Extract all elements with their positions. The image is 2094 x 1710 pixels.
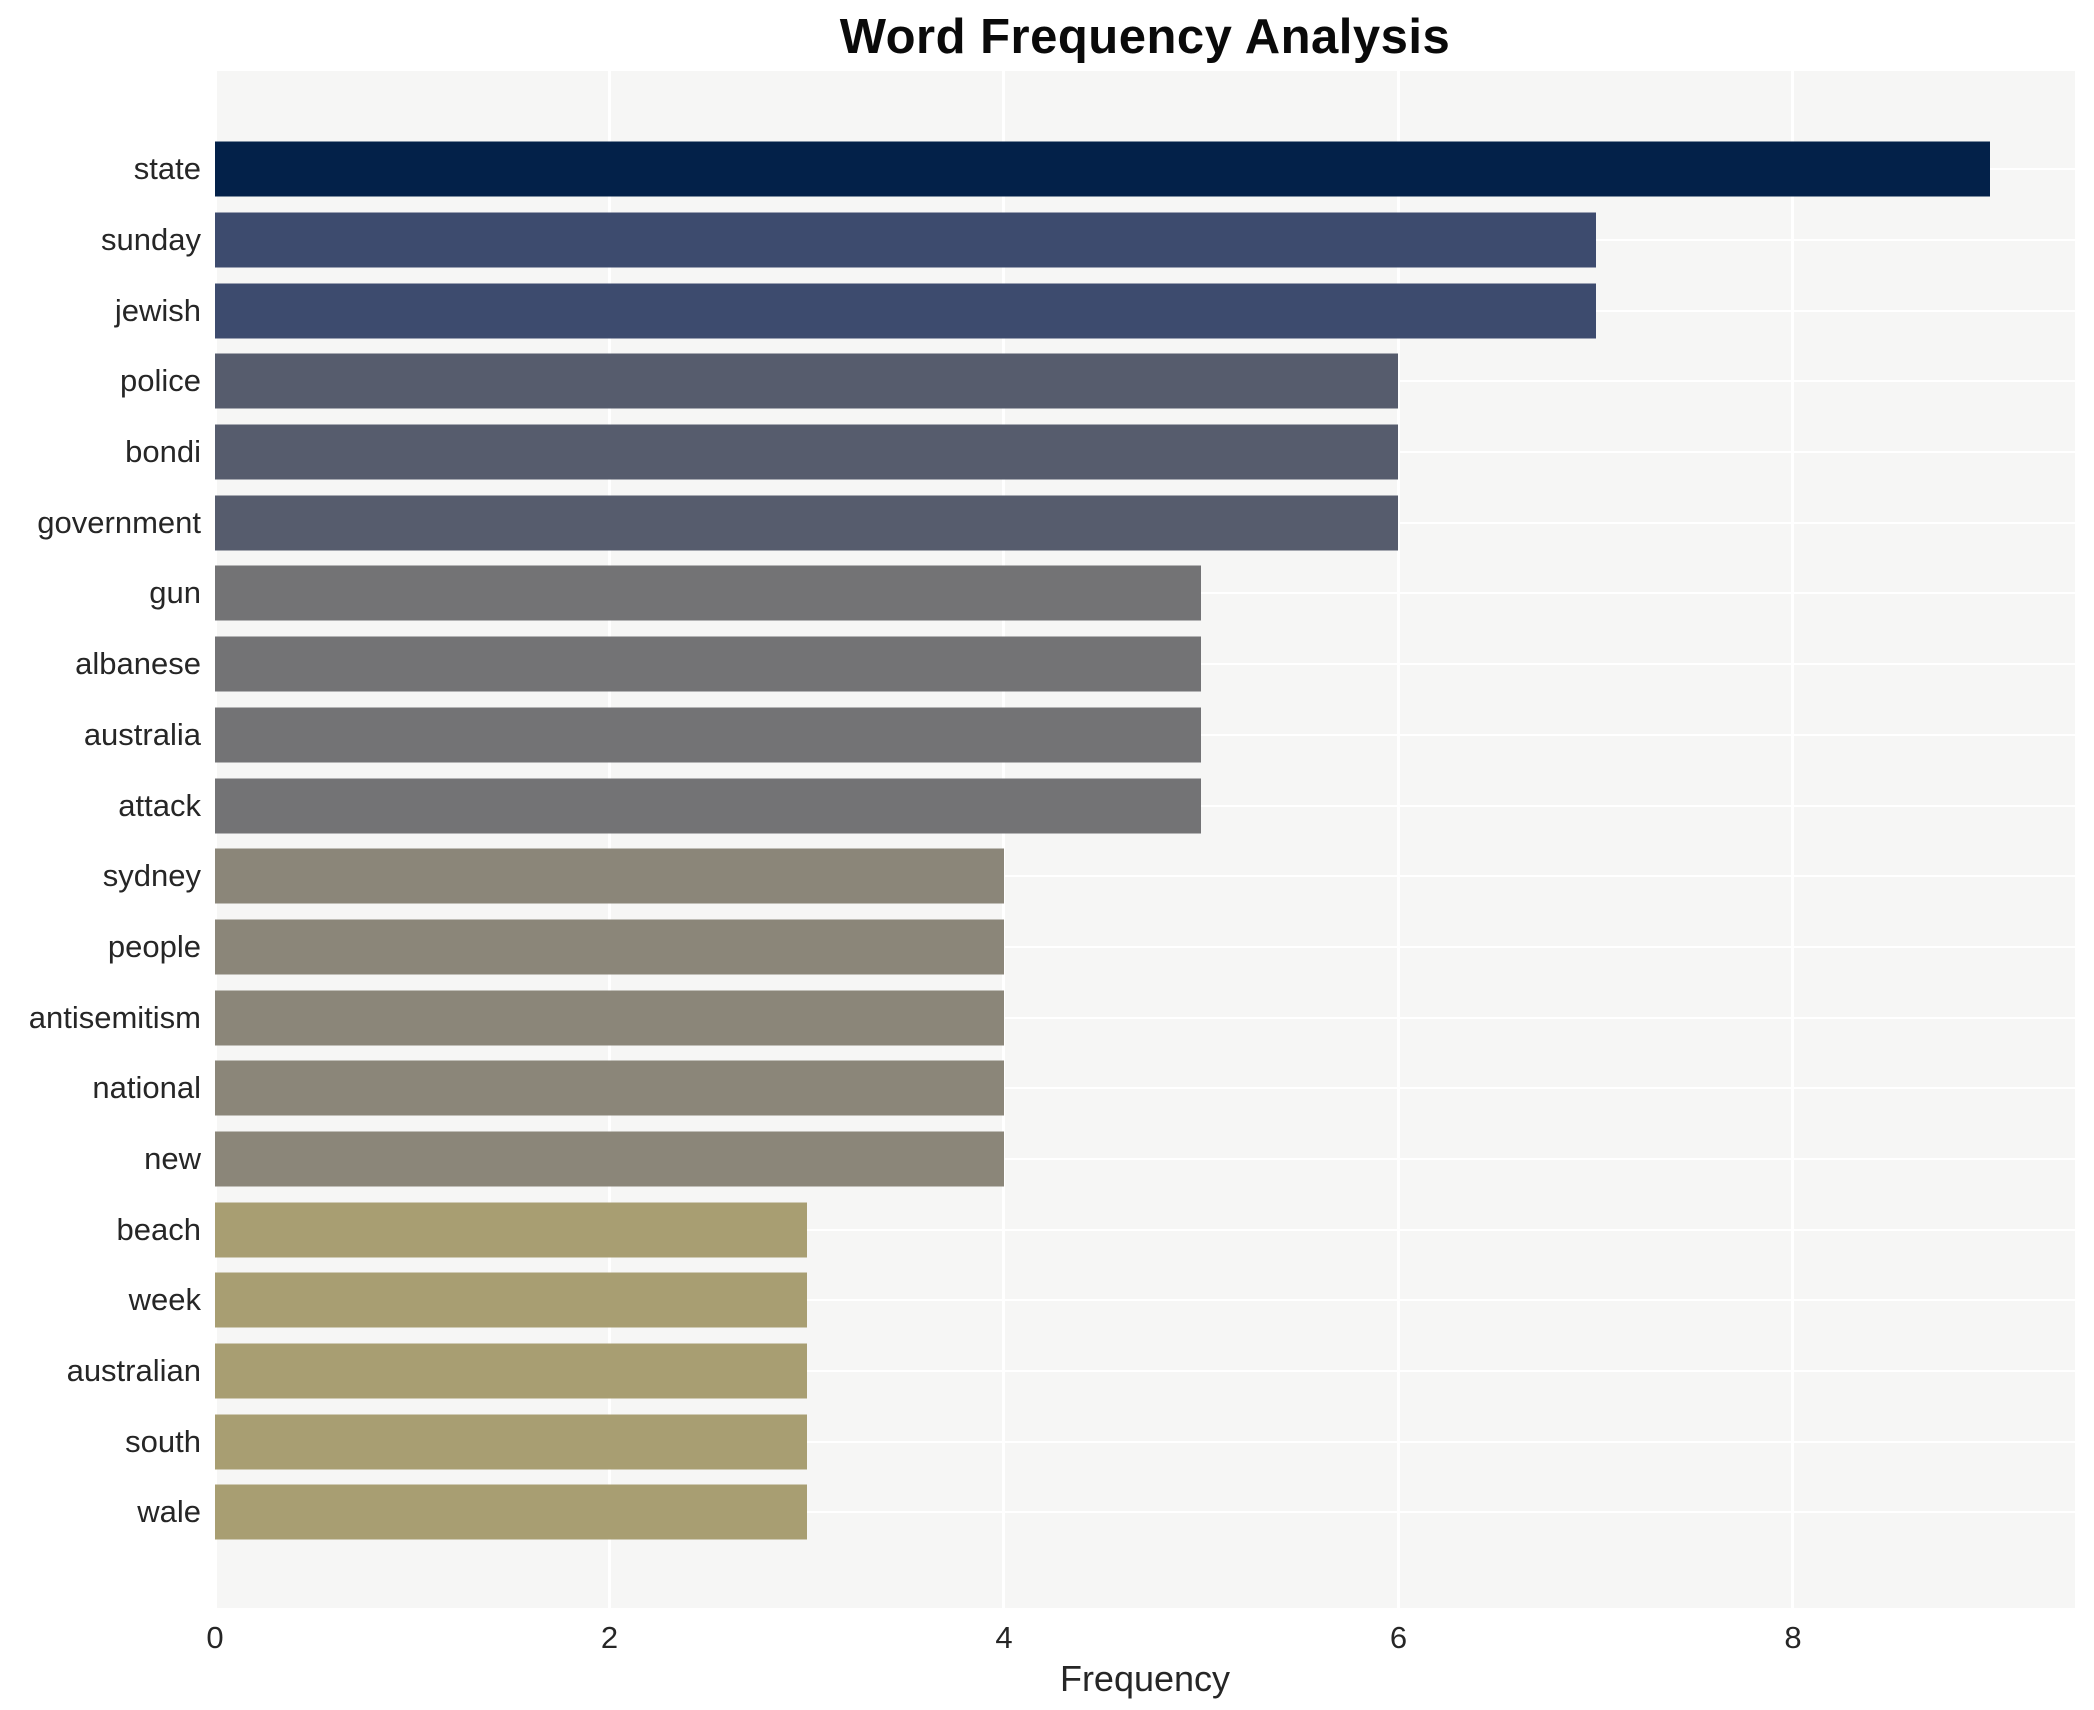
x-tick-label: 0 bbox=[206, 1620, 224, 1655]
bar-row: police bbox=[120, 346, 2075, 417]
y-tick-label: bondi bbox=[125, 434, 201, 470]
bar-row: jewish bbox=[115, 275, 2075, 346]
y-tick-label: antisemitism bbox=[28, 999, 201, 1035]
y-tick-label: australian bbox=[66, 1353, 201, 1389]
bar bbox=[215, 1484, 807, 1540]
h-gridline bbox=[215, 945, 2075, 948]
bar bbox=[215, 1060, 1004, 1116]
v-gridline bbox=[1002, 71, 1006, 1608]
bar-row: albanese bbox=[75, 629, 2075, 700]
bar bbox=[215, 1343, 807, 1399]
y-tick-label: new bbox=[144, 1140, 201, 1176]
h-gridline bbox=[215, 1370, 2075, 1373]
bar bbox=[215, 353, 1399, 409]
y-tick-label: australia bbox=[83, 716, 201, 752]
bar-row: bondi bbox=[125, 417, 2075, 488]
bar-row: wale bbox=[137, 1477, 2075, 1548]
bar bbox=[215, 778, 1202, 834]
bar-rows-container: state sunday jewish police bondi government gu… bbox=[29, 134, 2075, 1548]
y-tick-label: albanese bbox=[75, 646, 201, 682]
x-tick-label: 2 bbox=[600, 1620, 619, 1655]
bar bbox=[215, 141, 1991, 197]
bar-row: national bbox=[92, 1053, 2075, 1124]
bar bbox=[215, 990, 1004, 1046]
y-tick-label: state bbox=[133, 151, 201, 187]
bar bbox=[215, 424, 1399, 480]
bar bbox=[215, 1131, 1004, 1187]
y-tick-label: beach bbox=[116, 1211, 201, 1247]
y-tick-label: national bbox=[92, 1070, 201, 1106]
bar bbox=[215, 919, 1004, 975]
h-gridline bbox=[215, 875, 2075, 878]
v-gridline bbox=[213, 71, 217, 1608]
x-tick-label: 8 bbox=[1784, 1620, 1802, 1655]
bar bbox=[215, 848, 1004, 904]
bar-row: beach bbox=[117, 1194, 2075, 1265]
h-gridline bbox=[215, 1440, 2075, 1443]
bar bbox=[215, 707, 1202, 763]
bar bbox=[215, 1414, 807, 1470]
x-axis-label: Frequency bbox=[1059, 1658, 1231, 1699]
y-tick-label: police bbox=[120, 363, 201, 399]
y-tick-label: sydney bbox=[102, 858, 201, 894]
bar bbox=[215, 212, 1596, 268]
y-tick-label: jewish bbox=[114, 292, 201, 328]
plot-area: state sunday jewish police bondi government gu… bbox=[29, 71, 2075, 1608]
bar-row: state bbox=[134, 134, 2075, 205]
bar-row: sydney bbox=[103, 841, 2075, 912]
h-gridline bbox=[215, 1228, 2075, 1231]
h-gridline bbox=[215, 1087, 2075, 1090]
bar-row: week bbox=[129, 1265, 2075, 1336]
y-tick-label: people bbox=[107, 928, 201, 964]
x-tick-label: 6 bbox=[1389, 1620, 1408, 1655]
bar-row: australian bbox=[67, 1336, 2075, 1407]
bar-row: people bbox=[108, 912, 2075, 983]
bar-row: gun bbox=[149, 558, 2075, 629]
bar bbox=[215, 636, 1202, 692]
bar-row: government bbox=[37, 487, 2075, 558]
h-gridline bbox=[215, 1511, 2075, 1514]
v-gridline bbox=[607, 71, 611, 1608]
bar bbox=[215, 1272, 807, 1328]
bar-row: attack bbox=[118, 770, 2075, 841]
bar bbox=[215, 565, 1202, 621]
v-gridline bbox=[1396, 71, 1400, 1608]
y-tick-label: wale bbox=[137, 1494, 201, 1530]
y-tick-label: south bbox=[125, 1423, 201, 1459]
h-gridline bbox=[215, 1016, 2075, 1019]
y-tick-label: government bbox=[37, 504, 201, 540]
bar bbox=[215, 283, 1596, 339]
bar-row: antisemitism bbox=[29, 982, 2075, 1053]
chart-title: Word Frequency Analysis bbox=[839, 10, 1451, 64]
bar-row: south bbox=[125, 1406, 2075, 1477]
y-tick-label: attack bbox=[118, 787, 201, 823]
v-gridline bbox=[1791, 71, 1795, 1608]
h-gridline bbox=[215, 1157, 2075, 1160]
y-tick-label: gun bbox=[149, 575, 201, 611]
x-tick-label: 4 bbox=[995, 1620, 1013, 1655]
h-gridline bbox=[215, 1299, 2075, 1302]
y-tick-label: sunday bbox=[101, 222, 201, 258]
bar-row: new bbox=[144, 1124, 2075, 1195]
bar-row: australia bbox=[84, 700, 2075, 771]
bar bbox=[215, 495, 1399, 551]
bar-row: sunday bbox=[101, 205, 2075, 276]
bar bbox=[215, 1202, 807, 1258]
y-tick-label: week bbox=[128, 1282, 201, 1318]
